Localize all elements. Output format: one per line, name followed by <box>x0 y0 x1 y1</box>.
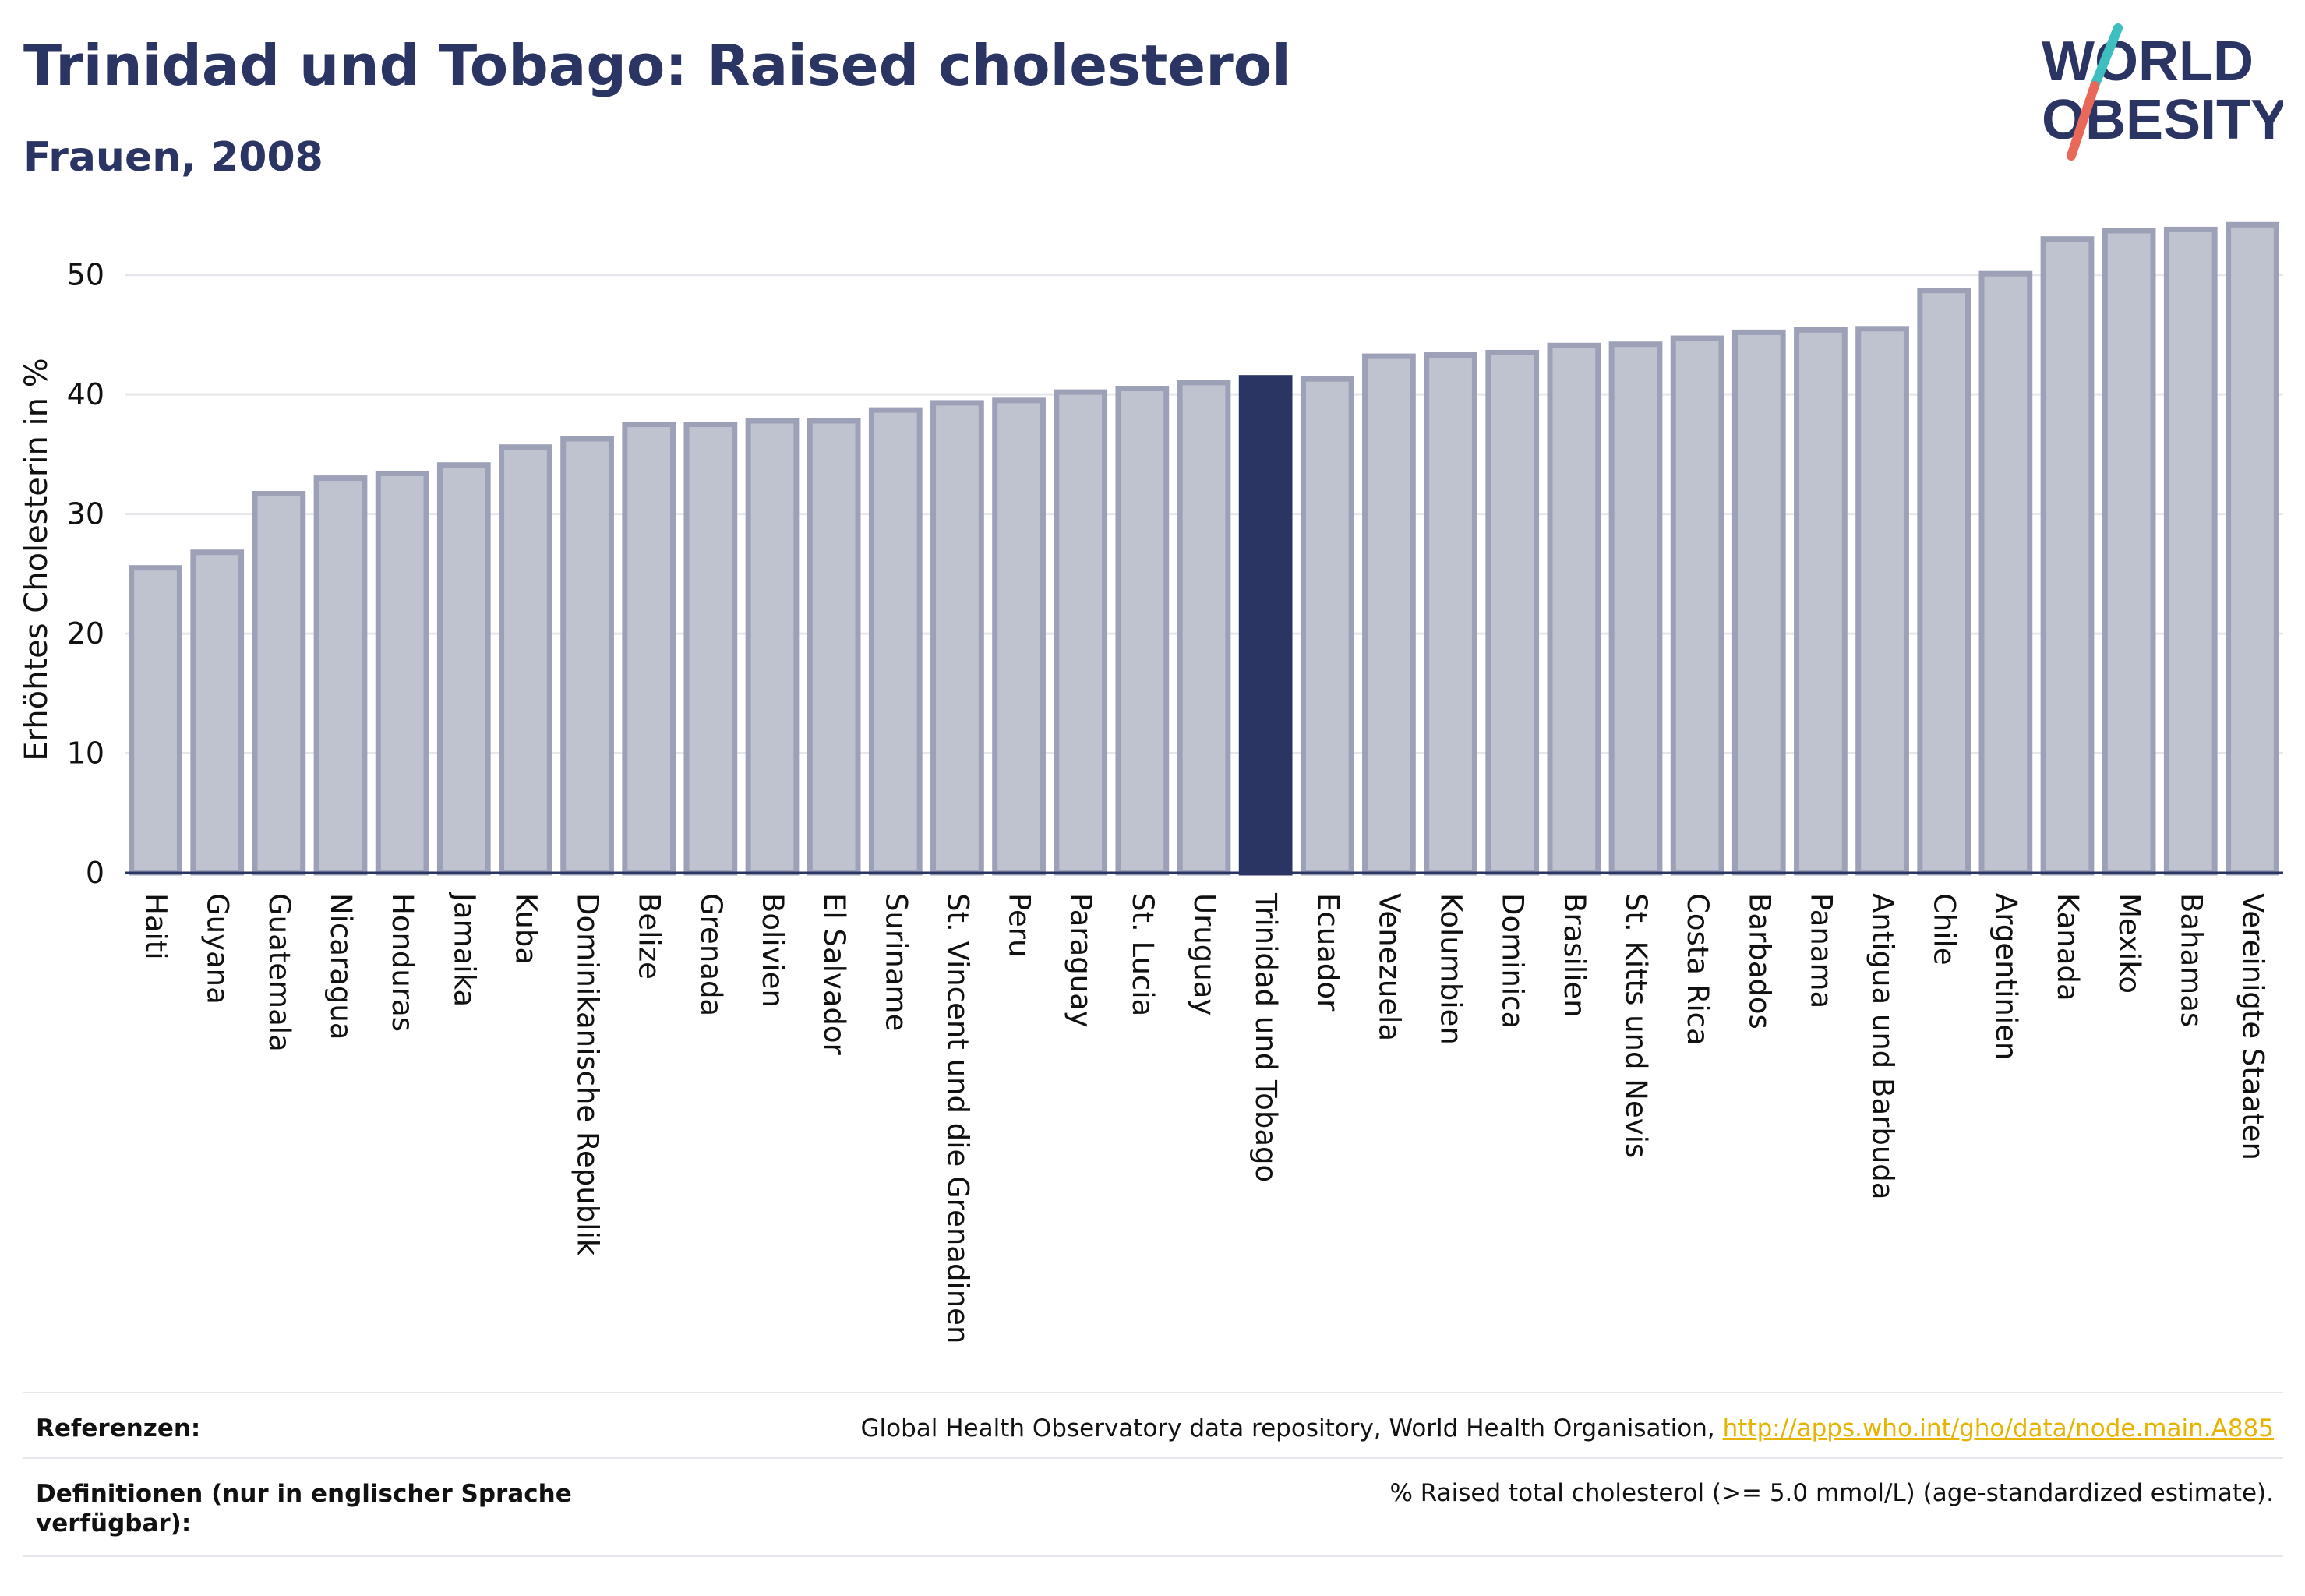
y-axis-label: Erhöhtes Cholesterin in % <box>19 358 55 761</box>
logo-line1: WORLD <box>2042 30 2254 93</box>
x-tick-label: Guyana <box>201 893 235 1005</box>
x-tick-label: Kolumbien <box>1435 893 1468 1045</box>
footer-divider-top <box>23 1392 2283 1393</box>
logo-slash-coral <box>2067 81 2099 161</box>
x-tick-label: Mexiko <box>2113 893 2146 994</box>
references-label: Referenzen: <box>36 1414 201 1442</box>
y-tick-label: 0 <box>86 856 104 890</box>
x-tick-label: Honduras <box>386 893 419 1032</box>
x-tick-label: Guatemala <box>263 893 296 1052</box>
x-tick-label: Suriname <box>879 893 912 1031</box>
bar <box>1608 341 1663 876</box>
bar <box>930 400 984 876</box>
logo-slash-teal <box>2090 23 2123 90</box>
bar <box>1547 342 1601 876</box>
bar <box>2163 226 2218 876</box>
x-tick-label: Peru <box>1003 893 1036 957</box>
y-tick-label: 10 <box>67 736 104 771</box>
x-tick-label: Kanada <box>2051 893 2084 1001</box>
bar <box>1300 376 1354 876</box>
bar <box>1670 335 1724 876</box>
y-tick-label: 30 <box>67 497 104 531</box>
bars <box>129 221 2279 876</box>
x-tick-label: Costa Rica <box>1681 893 1714 1046</box>
bar <box>1362 353 1416 876</box>
x-tick-label: Dominikanische Republik <box>571 893 605 1256</box>
bar <box>129 565 182 876</box>
bar <box>1177 380 1231 876</box>
x-tick-label: El Salvador <box>817 893 851 1056</box>
x-tick-label: Nicaragua <box>324 893 358 1040</box>
bar <box>560 436 614 876</box>
x-tick-label: Bahamas <box>2174 893 2208 1027</box>
definitions-label-line1: Definitionen (nur in englischer Sprache <box>36 1480 572 1508</box>
bar <box>1731 329 1786 876</box>
x-tick-label: Paraguay <box>1064 893 1098 1028</box>
y-axis-ticks: 0 10 20 30 40 50 <box>67 258 104 890</box>
x-tick-label: St. Kitts und Nevis <box>1619 893 1653 1158</box>
footer-divider-bottom <box>23 1555 2283 1557</box>
x-tick-label: Antigua und Barbuda <box>1866 893 1900 1199</box>
bar <box>992 397 1046 876</box>
x-tick-label: Dominica <box>1496 893 1530 1029</box>
bar <box>1978 270 2033 876</box>
x-tick-label: Trinidad und Tobago <box>1249 892 1283 1182</box>
references-link[interactable]: http://apps.who.int/gho/data/node.main.A… <box>1722 1414 2274 1442</box>
x-tick-label: St. Vincent und die Grenadinen <box>941 893 974 1344</box>
y-tick-label: 50 <box>67 258 104 292</box>
bar <box>1424 352 1477 876</box>
bar <box>190 549 245 876</box>
references-value: Global Health Observatory data repositor… <box>861 1414 2274 1442</box>
bar-chart: 0 10 20 30 40 50 Haiti Guyana Guatemala Nicaragu… <box>19 221 2283 1344</box>
x-tick-label: Vereinigte Staaten <box>2236 893 2269 1160</box>
bar <box>436 462 491 876</box>
x-tick-label: Chile <box>1928 893 1961 966</box>
x-tick-label: Brasilien <box>1558 893 1591 1018</box>
x-tick-label: Grenada <box>694 893 728 1016</box>
bar <box>2040 236 2095 876</box>
x-tick-label: Barbados <box>1742 893 1776 1029</box>
bar <box>499 444 552 876</box>
definitions-text: % Raised total cholesterol (>= 5.0 mmol/… <box>1389 1479 2274 1507</box>
x-tick-label: Venezuela <box>1372 893 1406 1041</box>
y-tick-label: 40 <box>67 377 104 411</box>
definitions-label-line2: verfügbar): <box>36 1509 192 1538</box>
y-tick-label: 20 <box>67 616 104 651</box>
x-tick-label: Argentinien <box>1989 893 2023 1060</box>
bar <box>1485 349 1540 876</box>
x-tick-label: Bolivien <box>756 893 789 1008</box>
bar-highlighted <box>1238 375 1293 876</box>
references-text: Global Health Observatory data repositor… <box>860 1414 1723 1442</box>
x-tick-label: Ecuador <box>1311 893 1344 1012</box>
bar <box>313 475 368 876</box>
bar <box>2102 228 2156 876</box>
bar <box>745 418 800 876</box>
chart-subtitle: Frauen, 2008 <box>23 134 323 181</box>
chart-title: Trinidad und Tobago: Raised cholesterol <box>23 33 1291 98</box>
world-obesity-logo[interactable]: WORLD OBESITY <box>2026 22 2283 162</box>
x-tick-label: Uruguay <box>1188 893 1221 1015</box>
footer-divider-middle <box>23 1457 2283 1459</box>
x-tick-label: St. Lucia <box>1126 893 1160 1016</box>
x-tick-label: Kuba <box>509 893 542 965</box>
bar <box>1917 288 1971 876</box>
bar <box>252 491 306 876</box>
bar <box>1794 327 1848 876</box>
bar <box>1054 389 1108 876</box>
bar <box>1115 386 1170 876</box>
x-tick-label: Panama <box>1804 893 1837 1008</box>
bar <box>375 470 429 876</box>
x-tick-label: Jamaika <box>447 892 481 1007</box>
x-axis-labels: Haiti Guyana Guatemala Nicaragua Honduras Jam… <box>139 892 2270 1344</box>
bar <box>1855 326 1909 876</box>
x-tick-label: Haiti <box>139 893 173 960</box>
bar <box>622 422 676 876</box>
bar <box>807 418 861 876</box>
x-tick-label: Belize <box>633 893 666 980</box>
bar <box>2226 221 2279 876</box>
bar <box>683 422 738 876</box>
bar <box>868 407 923 876</box>
definitions-label: Definitionen (nur in englischer Sprache … <box>36 1479 572 1538</box>
